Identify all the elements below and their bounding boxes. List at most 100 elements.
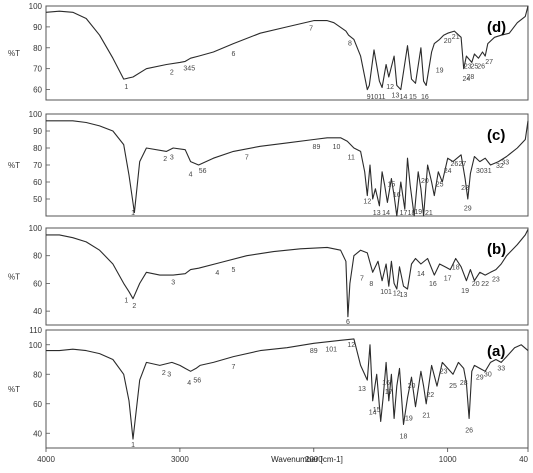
y-tick-label: 70: [33, 65, 42, 74]
peak-label: 7: [309, 26, 313, 33]
peak-label: 27: [485, 59, 493, 66]
peak-label: 13: [400, 292, 408, 299]
y-tick-label: 60: [33, 86, 42, 95]
x-tick-label: 1000: [439, 455, 457, 464]
y-tick-label: 90: [33, 23, 42, 32]
peak-label: 3031: [476, 168, 492, 175]
peak-label: 24: [444, 168, 452, 175]
peak-label: 1: [131, 442, 135, 449]
peak-label: 17: [444, 275, 452, 282]
peak-label: 2: [163, 156, 167, 163]
y-tick-label: 100: [29, 110, 43, 119]
peak-label: 15: [388, 182, 396, 189]
peak-label: 25: [471, 63, 479, 70]
y-tick-label: 80: [33, 370, 42, 379]
peak-label: 25: [436, 182, 444, 189]
peak-label: 28: [460, 380, 468, 387]
y-tick-label: 110: [29, 326, 42, 335]
peak-label: 14: [400, 94, 408, 101]
y-axis-label: %T: [8, 49, 20, 58]
peak-label: 4: [189, 171, 193, 178]
peak-label: 7: [231, 364, 235, 371]
panel-label-c: (c): [487, 127, 505, 144]
y-tick-label: 60: [33, 178, 42, 187]
peak-label: 2: [162, 370, 166, 377]
panel-frame: [45, 227, 529, 326]
peak-label: 1: [131, 210, 135, 217]
peak-label: 29: [476, 374, 484, 381]
peak-label: 16: [382, 380, 390, 387]
peak-label: 12: [363, 199, 371, 206]
peak-label: 21: [452, 34, 460, 41]
peak-label: 12: [347, 342, 355, 349]
spectrum-line-d: [45, 5, 529, 91]
peak-label: 3: [170, 154, 174, 161]
peak-label: 23: [464, 63, 472, 70]
x-tick-label: 2000: [305, 455, 323, 464]
y-axis-label: %T: [8, 273, 20, 282]
y-tick-label: 40: [33, 429, 42, 438]
x-tick-label: 3000: [171, 455, 189, 464]
x-tick-label: 40: [519, 455, 528, 464]
peak-label: 56: [193, 377, 201, 384]
peak-label: 20: [444, 38, 452, 45]
y-tick-label: 100: [29, 2, 43, 11]
peak-label: 25: [449, 383, 457, 390]
peak-label: 7: [360, 275, 364, 282]
peak-label: 28: [467, 74, 475, 81]
y-tick-label: 80: [33, 44, 42, 53]
peak-label: 4: [187, 380, 191, 387]
peak-label: 4: [215, 270, 219, 277]
peak-label: 20: [421, 178, 429, 185]
peak-label: 18: [408, 210, 416, 217]
peak-label: 3: [171, 280, 175, 287]
peak-label: 3: [167, 371, 171, 378]
peak-label: 19: [436, 67, 444, 74]
panel-label-a: (a): [487, 343, 505, 360]
peak-label: 19: [414, 209, 422, 216]
peak-label: 7: [245, 154, 249, 161]
peak-label: 27: [458, 161, 466, 168]
peak-label: 12: [393, 291, 401, 298]
y-tick-label: 70: [33, 161, 42, 170]
peak-label: 8: [369, 281, 373, 288]
peak-label: 32: [496, 163, 504, 170]
peak-label: 101: [380, 289, 392, 296]
y-axis-label: %T: [8, 385, 20, 394]
y-tick-label: 50: [33, 195, 42, 204]
panel-label-b: (b): [487, 241, 506, 258]
peak-label: 13: [373, 210, 381, 217]
y-tick-label: 60: [33, 400, 42, 409]
peak-label: 19: [405, 416, 413, 423]
peak-label: 345: [183, 65, 195, 72]
peak-label: 19: [461, 288, 469, 295]
peak-label: 28: [461, 185, 469, 192]
peak-label: 26: [450, 161, 458, 168]
x-axis: 4000 3000 2000 1000 40 Wavenumber [cm-1]: [37, 448, 529, 464]
peak-label: 56: [199, 168, 207, 175]
peak-label: 5: [231, 267, 235, 274]
peak-label: 89: [310, 348, 318, 355]
peak-label: 11: [348, 154, 355, 161]
peak-label: 26: [465, 427, 473, 434]
y-tick-label: 90: [33, 127, 42, 136]
peak-label: 15: [373, 407, 381, 414]
peak-label: 13: [392, 93, 400, 100]
peak-label: 23: [440, 368, 448, 375]
peak-label: 2: [132, 303, 136, 310]
peak-label: 21: [422, 413, 430, 420]
panel-label-d: (d): [487, 19, 506, 36]
y-tick-label: 80: [33, 252, 42, 261]
peak-label: 30: [484, 371, 492, 378]
peak-label: 33: [497, 365, 505, 372]
peak-label: 33: [501, 160, 509, 167]
peak-label: 89: [313, 144, 321, 151]
peak-label: 15: [409, 94, 417, 101]
peak-label: 1: [124, 84, 128, 91]
spectrum-line-a: [46, 338, 529, 440]
y-axis-label: %T: [8, 161, 20, 170]
peak-label: 6: [231, 51, 235, 58]
